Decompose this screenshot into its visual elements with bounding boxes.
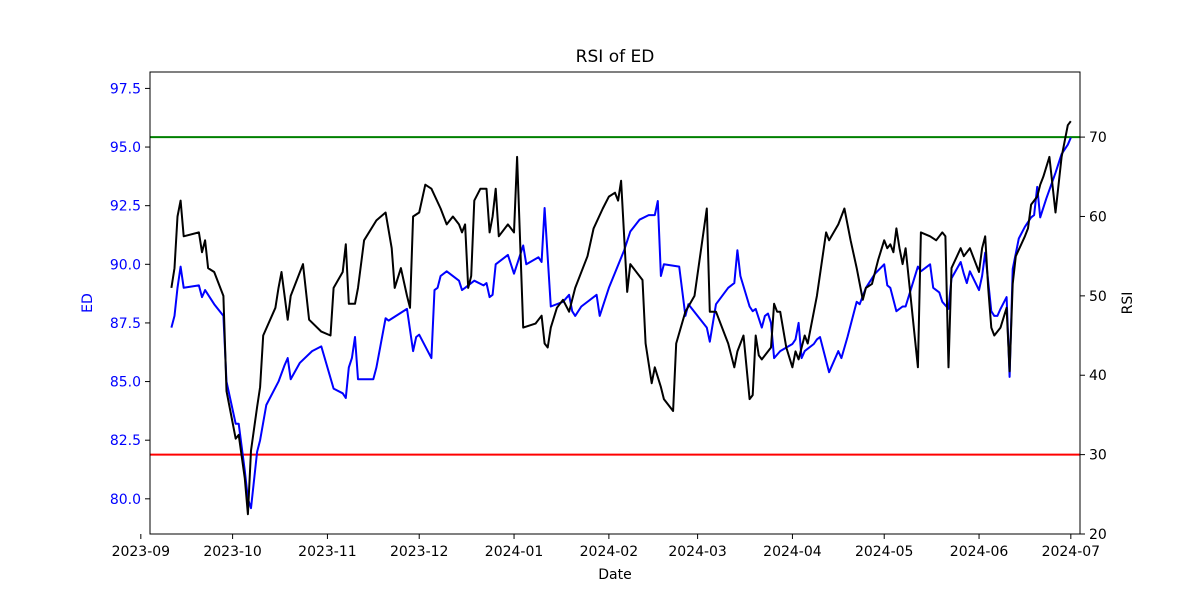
- y-right-tick-label: 30: [1089, 448, 1107, 464]
- x-tick-label: 2024-05: [855, 544, 914, 560]
- chart-title: RSI of ED: [576, 47, 655, 67]
- x-tick-label: 2024-03: [668, 544, 727, 560]
- reference-lines: [150, 136, 1080, 456]
- series-layer: [170, 120, 1072, 516]
- rsi-series-line: [170, 120, 1072, 516]
- x-tick-label: 2023-09: [112, 544, 171, 560]
- y-left-tick-label: 90.0: [110, 257, 141, 273]
- y-left-tick-label: 82.5: [110, 433, 141, 449]
- x-tick-label: 2024-04: [763, 544, 822, 560]
- y-right-tick-label: 50: [1089, 289, 1107, 305]
- x-tick-label: 2024-07: [1042, 544, 1101, 560]
- x-tick-label: 2023-12: [390, 544, 449, 560]
- y-right-tick-label: 40: [1089, 368, 1107, 384]
- y-axis-left: 80.0 82.5 85.0 87.5 90.0 92.5 95.0 97.5: [110, 81, 150, 508]
- y-left-tick-label: 97.5: [110, 81, 141, 97]
- y-left-tick-label: 85.0: [110, 375, 141, 391]
- y-left-tick-label: 87.5: [110, 316, 141, 332]
- x-axis: 2023-09 2023-10 2023-11 2023-12 2024-01 2024-…: [112, 534, 1101, 560]
- y-right-axis-title: RSI: [1120, 292, 1136, 315]
- y-left-axis-title: ED: [80, 293, 96, 313]
- x-tick-label: 2023-11: [298, 544, 357, 560]
- x-tick-label: 2024-02: [580, 544, 639, 560]
- plot-frame: [149, 71, 1081, 535]
- x-tick-label: 2024-06: [950, 544, 1009, 560]
- y-right-tick-label: 60: [1089, 209, 1107, 225]
- y-right-tick-label: 70: [1089, 130, 1107, 146]
- x-tick-label: 2023-10: [203, 544, 262, 560]
- y-left-tick-label: 92.5: [110, 199, 141, 215]
- y-left-tick-label: 95.0: [110, 140, 141, 156]
- x-tick-label: 2024-01: [485, 544, 544, 560]
- y-axis-right: 20 30 40 50 60 70: [1080, 130, 1107, 543]
- y-right-tick-label: 20: [1089, 527, 1107, 543]
- y-left-tick-label: 80.0: [110, 492, 141, 508]
- x-axis-title: Date: [598, 567, 631, 583]
